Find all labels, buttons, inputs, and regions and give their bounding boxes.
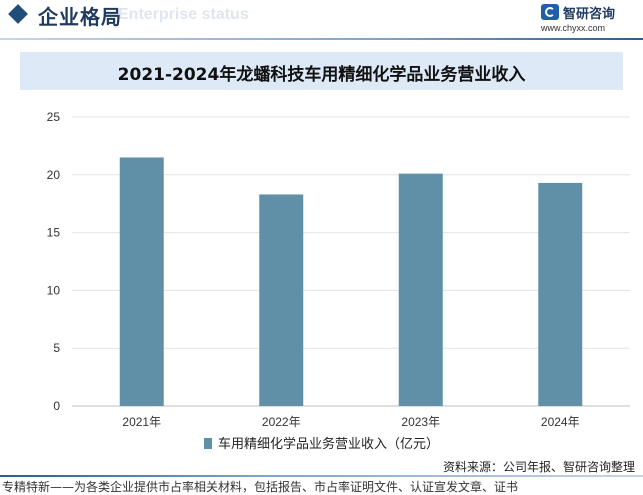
x-tick-label: 2022年 bbox=[262, 415, 301, 429]
y-tick-label: 0 bbox=[53, 399, 60, 413]
brand-logo: 智研咨询 www.chyxx.com bbox=[541, 3, 633, 35]
legend-swatch bbox=[203, 438, 212, 449]
bar bbox=[259, 194, 304, 406]
footer-tagline: 专精特新——为各类企业提供市占率相关材料，包括报告、市占率证明文件、认证宣发文章… bbox=[2, 480, 519, 494]
y-tick-label: 20 bbox=[47, 168, 61, 182]
header-divider bbox=[0, 38, 643, 40]
legend-label: 车用精细化学品业务营业收入（亿元） bbox=[217, 437, 439, 452]
section-ghost-text: Enterprise status bbox=[118, 6, 249, 23]
y-tick-label: 10 bbox=[47, 283, 61, 297]
bar bbox=[119, 157, 164, 406]
y-tick-label: 25 bbox=[47, 110, 61, 124]
page-header: Enterprise status 企业格局 智研咨询 www.chyxx.co… bbox=[0, 0, 643, 36]
x-tick-label: 2024年 bbox=[541, 415, 580, 429]
bar bbox=[538, 182, 583, 406]
x-tick-label: 2023年 bbox=[401, 415, 440, 429]
y-tick-label: 5 bbox=[53, 341, 60, 355]
logo-url: www.chyxx.com bbox=[541, 23, 606, 33]
section-title: 企业格局 bbox=[38, 5, 122, 29]
bar-chart: 0 5 10 15 20 25 2021年 2022年 2023年 2024年 bbox=[47, 110, 630, 429]
x-tick-label: 2021年 bbox=[122, 415, 161, 429]
logo-name: 智研咨询 bbox=[563, 7, 616, 22]
chart-title: 2021-2024年龙蟠科技车用精细化学品业务营业收入 bbox=[117, 65, 526, 85]
bar bbox=[398, 173, 443, 406]
y-tick-label: 15 bbox=[47, 226, 61, 240]
logo-mark-icon bbox=[541, 4, 559, 20]
source-note: 资料来源：公司年报、智研咨询整理 bbox=[442, 460, 635, 474]
chart-legend: 车用精细化学品业务营业收入（亿元） bbox=[0, 433, 643, 452]
chart-title-band: 2021-2024年龙蟠科技车用精细化学品业务营业收入 bbox=[20, 52, 623, 90]
footer-divider bbox=[0, 475, 643, 477]
